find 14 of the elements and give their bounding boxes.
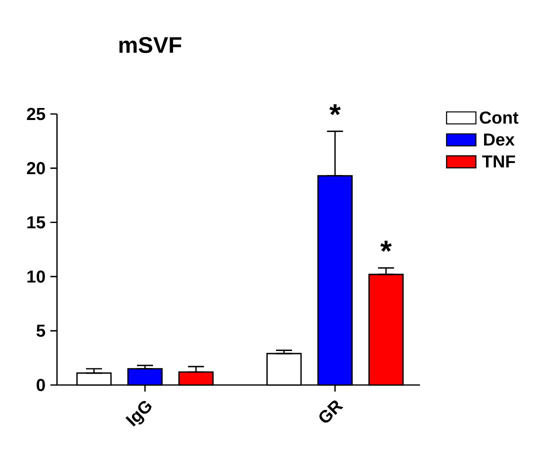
- annotation: *: [380, 240, 392, 252]
- x-tick-label: IgG: [126, 401, 152, 426]
- y-tick-label: 5: [36, 324, 46, 337]
- legend-label: Cont: [480, 111, 518, 124]
- legend-label: Dex: [484, 134, 515, 146]
- y-tick-label: 15: [27, 216, 46, 228]
- x-tick-label: GR: [319, 400, 344, 423]
- chart-title: mSVF: [119, 36, 182, 54]
- y-tick-label: 20: [26, 162, 45, 174]
- annotation: *: [329, 104, 341, 116]
- y-tick-label: 0: [36, 378, 45, 392]
- y-tick-label: 25: [26, 108, 46, 120]
- legend-label: TNF: [482, 156, 516, 168]
- y-tick-label: 10: [27, 270, 45, 283]
